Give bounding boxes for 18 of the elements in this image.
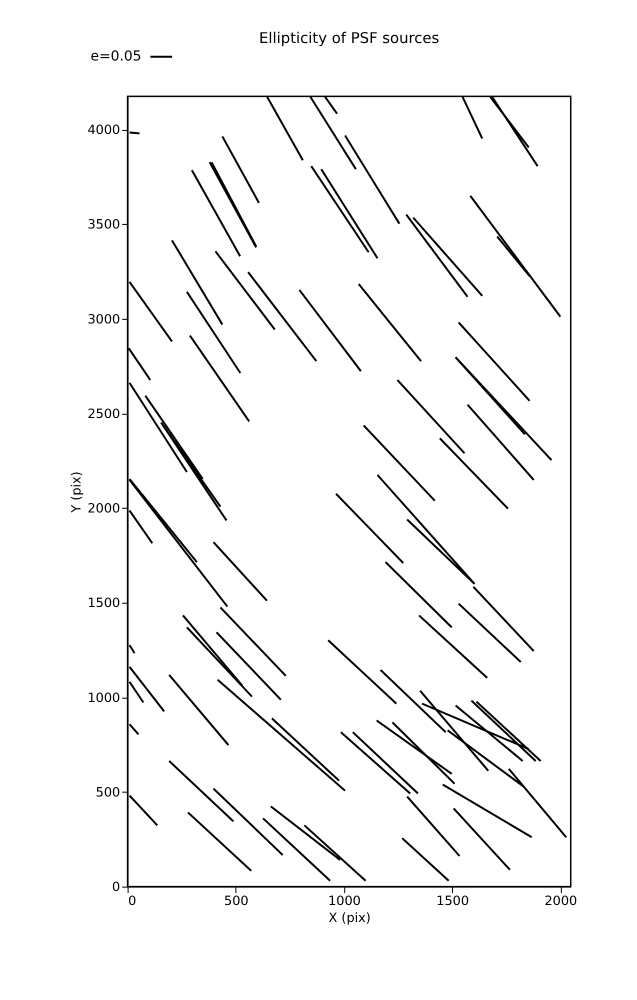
- y-tick-label: 3500: [87, 218, 120, 233]
- x-axis-title: X (pix): [328, 910, 371, 926]
- x-tick-label: 2000: [544, 894, 578, 909]
- y-tick-label: 1500: [87, 596, 120, 612]
- text: e=0.05: [90, 48, 142, 65]
- x-tick-label: 500: [224, 894, 249, 909]
- x-tick-label: 1500: [436, 894, 469, 909]
- y-tick-label: 1000: [87, 690, 120, 706]
- x-tick-label: 0: [128, 894, 136, 909]
- x-tick-label: 1000: [328, 894, 361, 909]
- y-tick-label: 0: [112, 880, 120, 896]
- y-axis-title: Y (pix): [70, 471, 85, 514]
- y-tick-label: 4000: [87, 123, 120, 138]
- chart-title: Ellipticity of PSF sources: [259, 30, 440, 47]
- y-tick-label: 2000: [87, 502, 120, 517]
- y-tick-label: 3000: [87, 312, 120, 328]
- y-tick-label: 500: [96, 785, 120, 800]
- y-tick-label: 2500: [87, 406, 120, 422]
